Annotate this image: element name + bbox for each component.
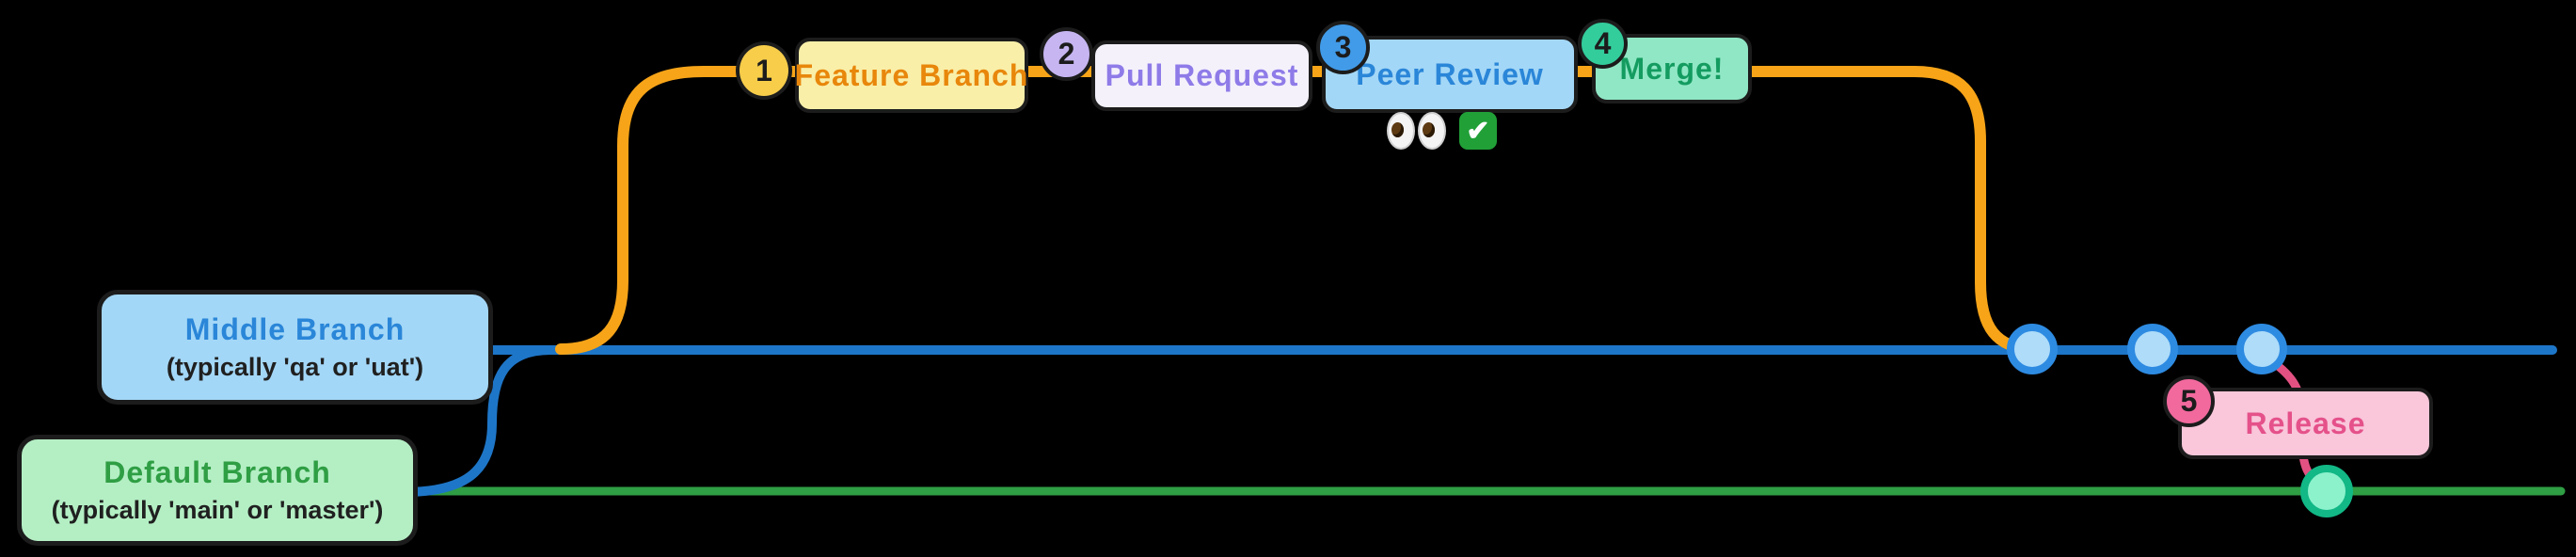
middle-branch-title: Middle Branch <box>184 312 405 346</box>
step-2-number: 2 <box>1057 37 1075 71</box>
step-1-number: 1 <box>755 53 772 88</box>
default-branch-title: Default Branch <box>103 455 331 489</box>
commit-node <box>2007 324 2058 374</box>
commit-node <box>2236 324 2287 374</box>
step-3-number: 3 <box>1334 30 1352 64</box>
pull-request-step-box: Pull Request <box>1091 40 1312 111</box>
peer-review-step-box: Peer Review <box>1322 36 1578 113</box>
step-2-badge: 2 <box>1040 27 1093 81</box>
peer-review-annotations: ✔ <box>1387 112 1497 150</box>
middle-branch-label-box: Middle Branch (typically 'qa' or 'uat') <box>97 290 493 405</box>
pull-request-label: Pull Request <box>1105 58 1299 92</box>
step-5-number: 5 <box>2180 384 2198 418</box>
merge-label: Merge! <box>1619 51 1725 86</box>
release-step-box: Release <box>2178 388 2433 459</box>
eyes-emoji <box>1387 112 1446 150</box>
step-5-badge: 5 <box>2163 375 2215 427</box>
step-4-number: 4 <box>1594 26 1612 60</box>
feature-branch-line <box>555 66 2041 355</box>
step-4-badge: 4 <box>1578 19 1628 69</box>
default-branch-subtitle: (typically 'main' or 'master') <box>51 496 384 524</box>
release-label: Release <box>2245 406 2366 440</box>
commit-node <box>2127 324 2178 374</box>
step-3-badge: 3 <box>1316 21 1370 74</box>
feature-branch-step-box: Feature Branch <box>795 38 1028 113</box>
check-mark-emoji: ✔ <box>1459 112 1497 150</box>
default-branch-label-box: Default Branch (typically 'main' or 'mas… <box>17 435 418 546</box>
middle-branch-subtitle: (typically 'qa' or 'uat') <box>166 353 424 381</box>
feature-branch-label: Feature Branch <box>794 57 1029 92</box>
middle-branch-fork-line <box>400 345 555 497</box>
peer-review-label: Peer Review <box>1356 56 1544 91</box>
release-commit-node <box>2300 465 2353 517</box>
step-1-badge: 1 <box>736 41 792 100</box>
